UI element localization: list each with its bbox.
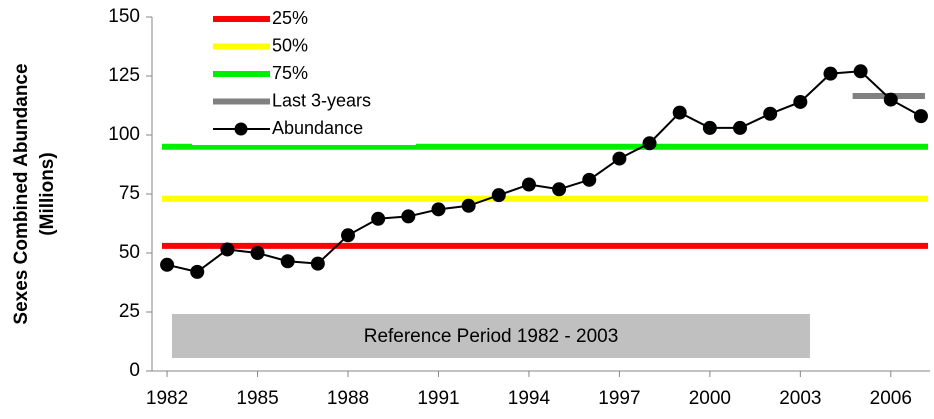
x-tick-label: 1982 — [146, 388, 188, 409]
legend-label: Abundance — [272, 118, 363, 138]
data-point — [913, 109, 928, 124]
data-point — [793, 94, 808, 109]
data-point — [160, 257, 175, 272]
x-tick-label: 2003 — [779, 388, 821, 409]
data-point — [431, 202, 446, 217]
y-tick-label: 150 — [108, 6, 140, 27]
data-point — [190, 264, 205, 279]
x-tick-label: 1985 — [236, 388, 278, 409]
y-tick-label: 50 — [119, 242, 140, 263]
x-tick-label: 1988 — [327, 388, 369, 409]
data-point — [883, 92, 898, 107]
legend-label: 75% — [272, 63, 308, 83]
data-point — [491, 188, 506, 203]
data-point — [220, 242, 235, 257]
legend-label: Last 3-years — [272, 90, 371, 110]
x-tick-label: 1994 — [508, 388, 551, 409]
data-point — [672, 105, 687, 120]
data-point — [310, 256, 325, 271]
y-axis-title: (Millions) — [37, 152, 58, 235]
y-tick-label: 125 — [108, 65, 140, 86]
reference-period-box — [172, 314, 810, 358]
y-tick-label: 100 — [108, 124, 140, 145]
data-point — [733, 120, 748, 135]
data-point — [642, 136, 657, 151]
data-point — [702, 120, 717, 135]
x-tick-label: 1997 — [598, 388, 640, 409]
data-point — [371, 211, 386, 226]
data-point — [853, 64, 868, 79]
annotation: Reference Period 1982 - 2003 — [364, 326, 619, 347]
data-point — [401, 209, 416, 224]
y-tick-label: 0 — [129, 360, 140, 381]
x-tick-label: 2006 — [870, 388, 912, 409]
data-point — [341, 228, 356, 243]
legend-label: 50% — [272, 35, 308, 55]
data-point — [461, 198, 476, 213]
y-tick-label: 75 — [119, 183, 140, 204]
data-point — [280, 254, 295, 269]
data-point — [250, 246, 265, 260]
legend-label: 25% — [272, 8, 308, 28]
legend-marker — [234, 122, 248, 136]
data-point — [521, 177, 536, 192]
data-point — [763, 106, 778, 121]
x-tick-label: 2000 — [689, 388, 731, 409]
data-point — [823, 66, 838, 81]
data-point — [552, 182, 567, 197]
x-tick-label: 1991 — [417, 388, 459, 409]
y-tick-label: 25 — [119, 301, 140, 322]
y-axis-title: Sexes Combined Abundance — [11, 63, 32, 324]
data-point — [612, 151, 627, 166]
data-point — [582, 172, 597, 187]
